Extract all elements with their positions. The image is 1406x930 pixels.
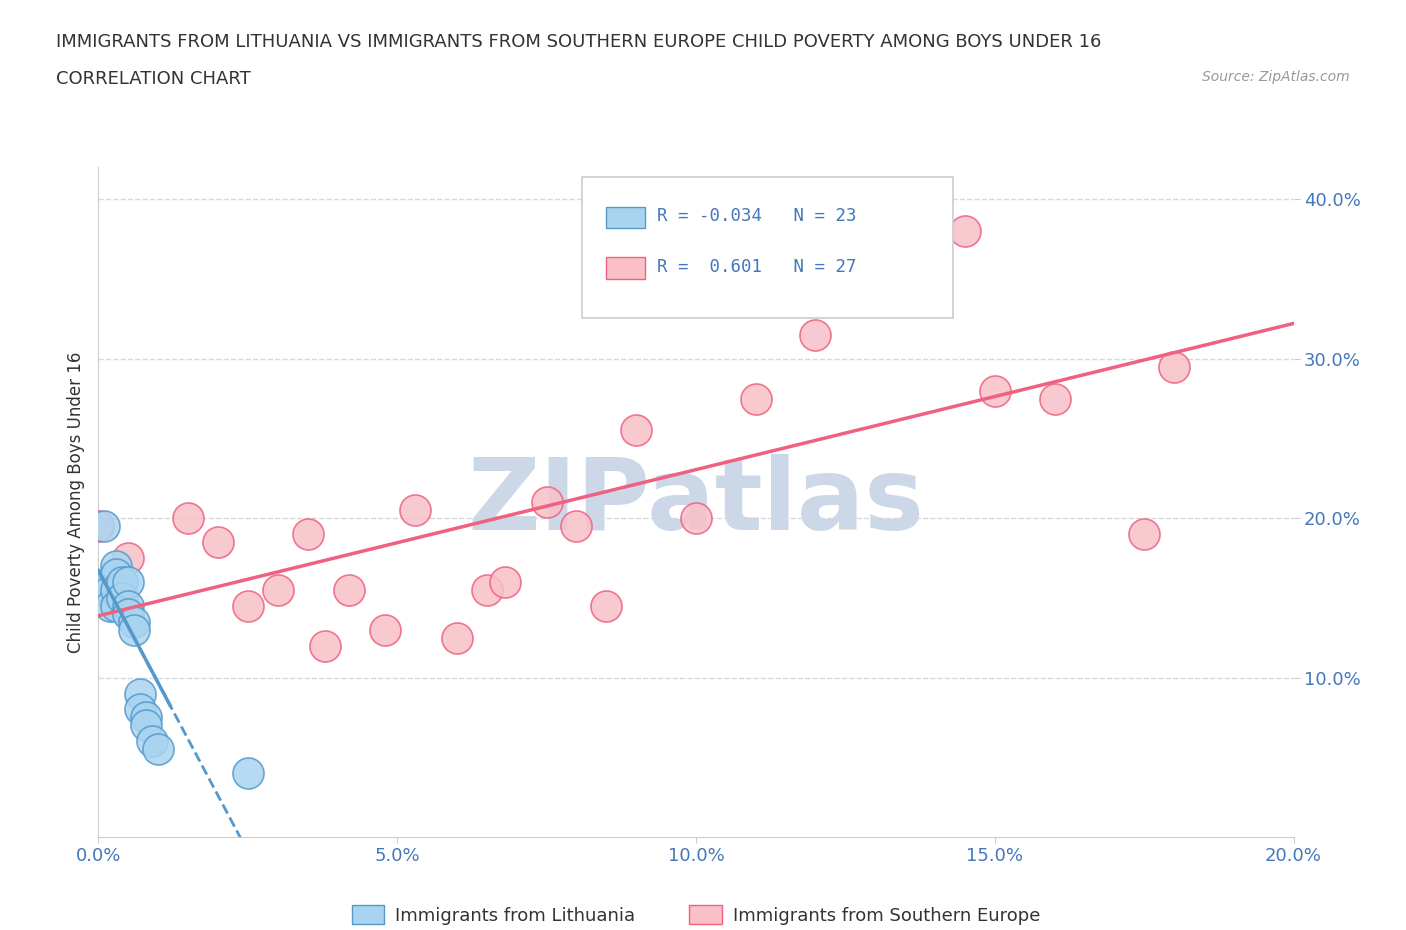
Point [105,566,128,581]
Point [536,495,558,510]
Text: IMMIGRANTS FROM LITHUANIA VS IMMIGRANTS FROM SOUTHERN EUROPE CHILD POVERTY AMONG: IMMIGRANTS FROM LITHUANIA VS IMMIGRANTS … [56,33,1102,50]
Legend: Immigrants from Lithuania, Immigrants from Southern Europe: Immigrants from Lithuania, Immigrants fr… [344,898,1047,930]
Point [135,710,157,724]
Point [93,582,115,597]
Text: CORRELATION CHART: CORRELATION CHART [56,70,252,87]
Point [475,582,498,597]
Point [236,598,259,613]
Point [267,582,290,597]
Point [953,224,976,239]
Point [129,686,152,701]
Point [374,622,396,637]
Text: R = -0.034   N = 23: R = -0.034 N = 23 [657,207,856,225]
Point [624,423,647,438]
Point [98,575,122,590]
Point [117,551,139,565]
Point [1163,359,1185,374]
Point [595,598,617,613]
Point [983,383,1005,398]
Point [446,631,468,645]
Point [494,575,516,590]
Point [105,598,128,613]
Point [117,575,139,590]
Point [98,598,122,613]
Point [105,582,128,597]
Point [565,519,588,534]
Point [124,615,146,630]
Point [124,622,146,637]
Point [135,718,157,733]
Point [111,575,134,590]
Point [404,503,426,518]
Bar [606,206,644,229]
Point [141,734,163,749]
Point [117,598,139,613]
Point [339,582,360,597]
Point [177,511,200,525]
FancyBboxPatch shape [582,178,953,318]
Point [1043,392,1066,406]
Point [129,702,152,717]
Point [745,392,768,406]
Point [117,606,139,621]
Point [1133,526,1156,541]
Point [87,519,110,534]
Point [804,327,827,342]
Text: Source: ZipAtlas.com: Source: ZipAtlas.com [1202,70,1350,84]
Point [148,742,170,757]
Text: ZIPatlas: ZIPatlas [468,454,924,551]
Bar [606,257,644,279]
Point [207,535,229,550]
Point [315,638,337,653]
Point [894,240,917,255]
Point [297,526,319,541]
Point [111,591,134,605]
Point [105,559,128,574]
Text: R =  0.601   N = 27: R = 0.601 N = 27 [657,258,856,275]
Point [93,519,115,534]
Point [236,765,259,780]
Y-axis label: Child Poverty Among Boys Under 16: Child Poverty Among Boys Under 16 [66,352,84,653]
Point [98,582,122,597]
Point [685,511,707,525]
